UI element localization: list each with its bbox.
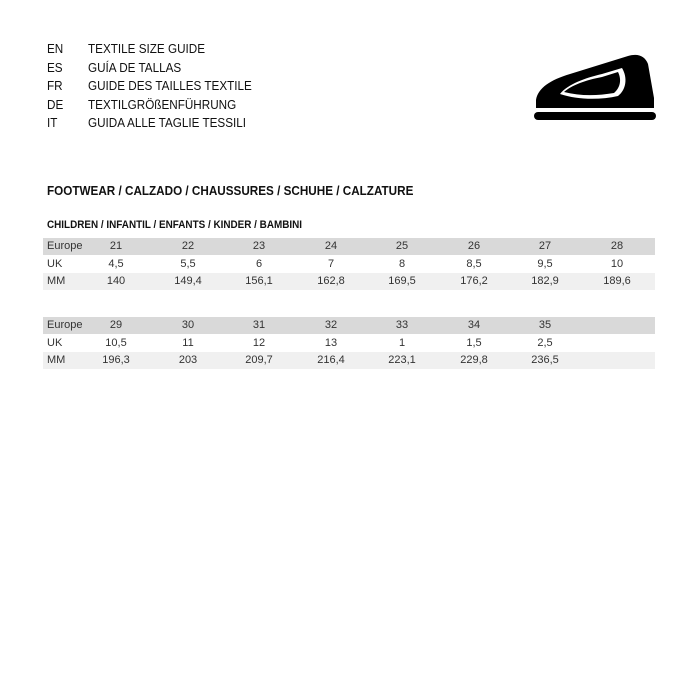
table-cell: 27 bbox=[538, 240, 552, 252]
table-cell: 8,5 bbox=[466, 257, 482, 270]
language-code: DE bbox=[47, 96, 64, 112]
row-band bbox=[43, 352, 655, 369]
table-cell: 4,5 bbox=[108, 257, 124, 270]
table-cell: 216,4 bbox=[317, 354, 345, 366]
row-band bbox=[43, 273, 655, 290]
language-code: FR bbox=[47, 78, 63, 93]
table-cell: 156,1 bbox=[245, 275, 273, 287]
table-cell: 149,4 bbox=[174, 275, 202, 287]
table-cell: 34 bbox=[467, 319, 481, 331]
table-cell: 32 bbox=[324, 319, 338, 331]
table-cell: 7 bbox=[327, 257, 335, 270]
row-label: UK bbox=[47, 257, 63, 270]
table-cell: 10,5 bbox=[105, 336, 127, 349]
table-cell: 140 bbox=[106, 275, 126, 287]
subsection-title: CHILDREN / INFANTIL / ENFANTS / KINDER /… bbox=[47, 219, 303, 231]
table-cell: 33 bbox=[395, 319, 409, 331]
table-cell: 22 bbox=[181, 240, 195, 252]
table-cell: 1 bbox=[398, 336, 406, 349]
table-cell: 10 bbox=[610, 257, 624, 270]
language-title: TEXTILGRÖßENFÜHRUNG bbox=[88, 96, 237, 112]
table-cell: 29 bbox=[109, 319, 123, 331]
language-code: ES bbox=[47, 59, 63, 75]
table-cell: 209,7 bbox=[245, 354, 273, 366]
table-cell: 21 bbox=[109, 240, 123, 252]
row-label: MM bbox=[47, 275, 66, 287]
table-cell: 8 bbox=[398, 257, 406, 270]
table-cell: 30 bbox=[181, 319, 195, 331]
table-cell: 35 bbox=[538, 319, 552, 331]
table-cell: 1,5 bbox=[466, 336, 482, 349]
language-title: GUIDE DES TAILLES TEXTILE bbox=[88, 78, 252, 93]
table-cell: 162,8 bbox=[317, 275, 345, 287]
table-cell: 236,5 bbox=[531, 354, 559, 366]
table-cell: 196,3 bbox=[102, 354, 130, 366]
language-title: GUIDA ALLE TAGLIE TESSILI bbox=[88, 115, 247, 130]
table-cell: 5,5 bbox=[180, 257, 196, 270]
table-cell: 23 bbox=[252, 240, 266, 252]
table-cell: 223,1 bbox=[388, 354, 416, 366]
table-cell: 189,6 bbox=[603, 275, 631, 287]
table-cell: 2,5 bbox=[537, 336, 553, 349]
table-cell: 28 bbox=[610, 240, 624, 252]
table-cell: 229,8 bbox=[460, 354, 488, 366]
table-cell: 176,2 bbox=[460, 275, 488, 287]
language-title: GUÍA DE TALLAS bbox=[88, 59, 182, 75]
row-label: UK bbox=[47, 336, 63, 349]
table-cell: 6 bbox=[255, 257, 263, 270]
row-band bbox=[43, 238, 655, 255]
table-cell: 24 bbox=[324, 240, 338, 252]
section-title: FOOTWEAR / CALZADO / CHAUSSURES / SCHUHE… bbox=[47, 183, 414, 198]
table-cell: 26 bbox=[467, 240, 481, 252]
table-cell: 31 bbox=[252, 319, 266, 331]
row-label: Europe bbox=[47, 319, 83, 331]
language-code: IT bbox=[47, 115, 58, 130]
table-cell: 169,5 bbox=[388, 275, 416, 287]
table-cell: 25 bbox=[395, 240, 409, 252]
table-cell: 182,9 bbox=[531, 275, 559, 287]
table-cell: 13 bbox=[324, 336, 338, 349]
row-band bbox=[43, 317, 655, 334]
row-label: MM bbox=[47, 354, 66, 366]
table-cell: 9,5 bbox=[537, 257, 553, 270]
shoe-icon bbox=[534, 54, 656, 120]
language-title: TEXTILE SIZE GUIDE bbox=[88, 41, 206, 56]
language-code: EN bbox=[47, 41, 64, 56]
table-cell: 11 bbox=[182, 336, 194, 349]
table-cell: 12 bbox=[252, 336, 266, 349]
row-label: Europe bbox=[47, 240, 83, 252]
table-cell: 203 bbox=[178, 354, 198, 366]
